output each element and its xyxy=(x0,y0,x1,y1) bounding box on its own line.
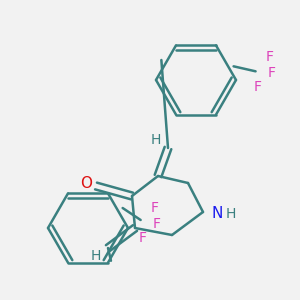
Text: O: O xyxy=(80,176,92,191)
Text: H: H xyxy=(151,133,161,147)
Text: N: N xyxy=(211,206,223,221)
Text: F: F xyxy=(153,217,160,231)
Text: F: F xyxy=(151,201,159,215)
Text: F: F xyxy=(268,66,276,80)
Text: F: F xyxy=(254,80,262,94)
Text: F: F xyxy=(266,50,274,64)
Text: H: H xyxy=(91,249,101,263)
Text: H: H xyxy=(226,207,236,221)
Text: F: F xyxy=(139,231,147,245)
